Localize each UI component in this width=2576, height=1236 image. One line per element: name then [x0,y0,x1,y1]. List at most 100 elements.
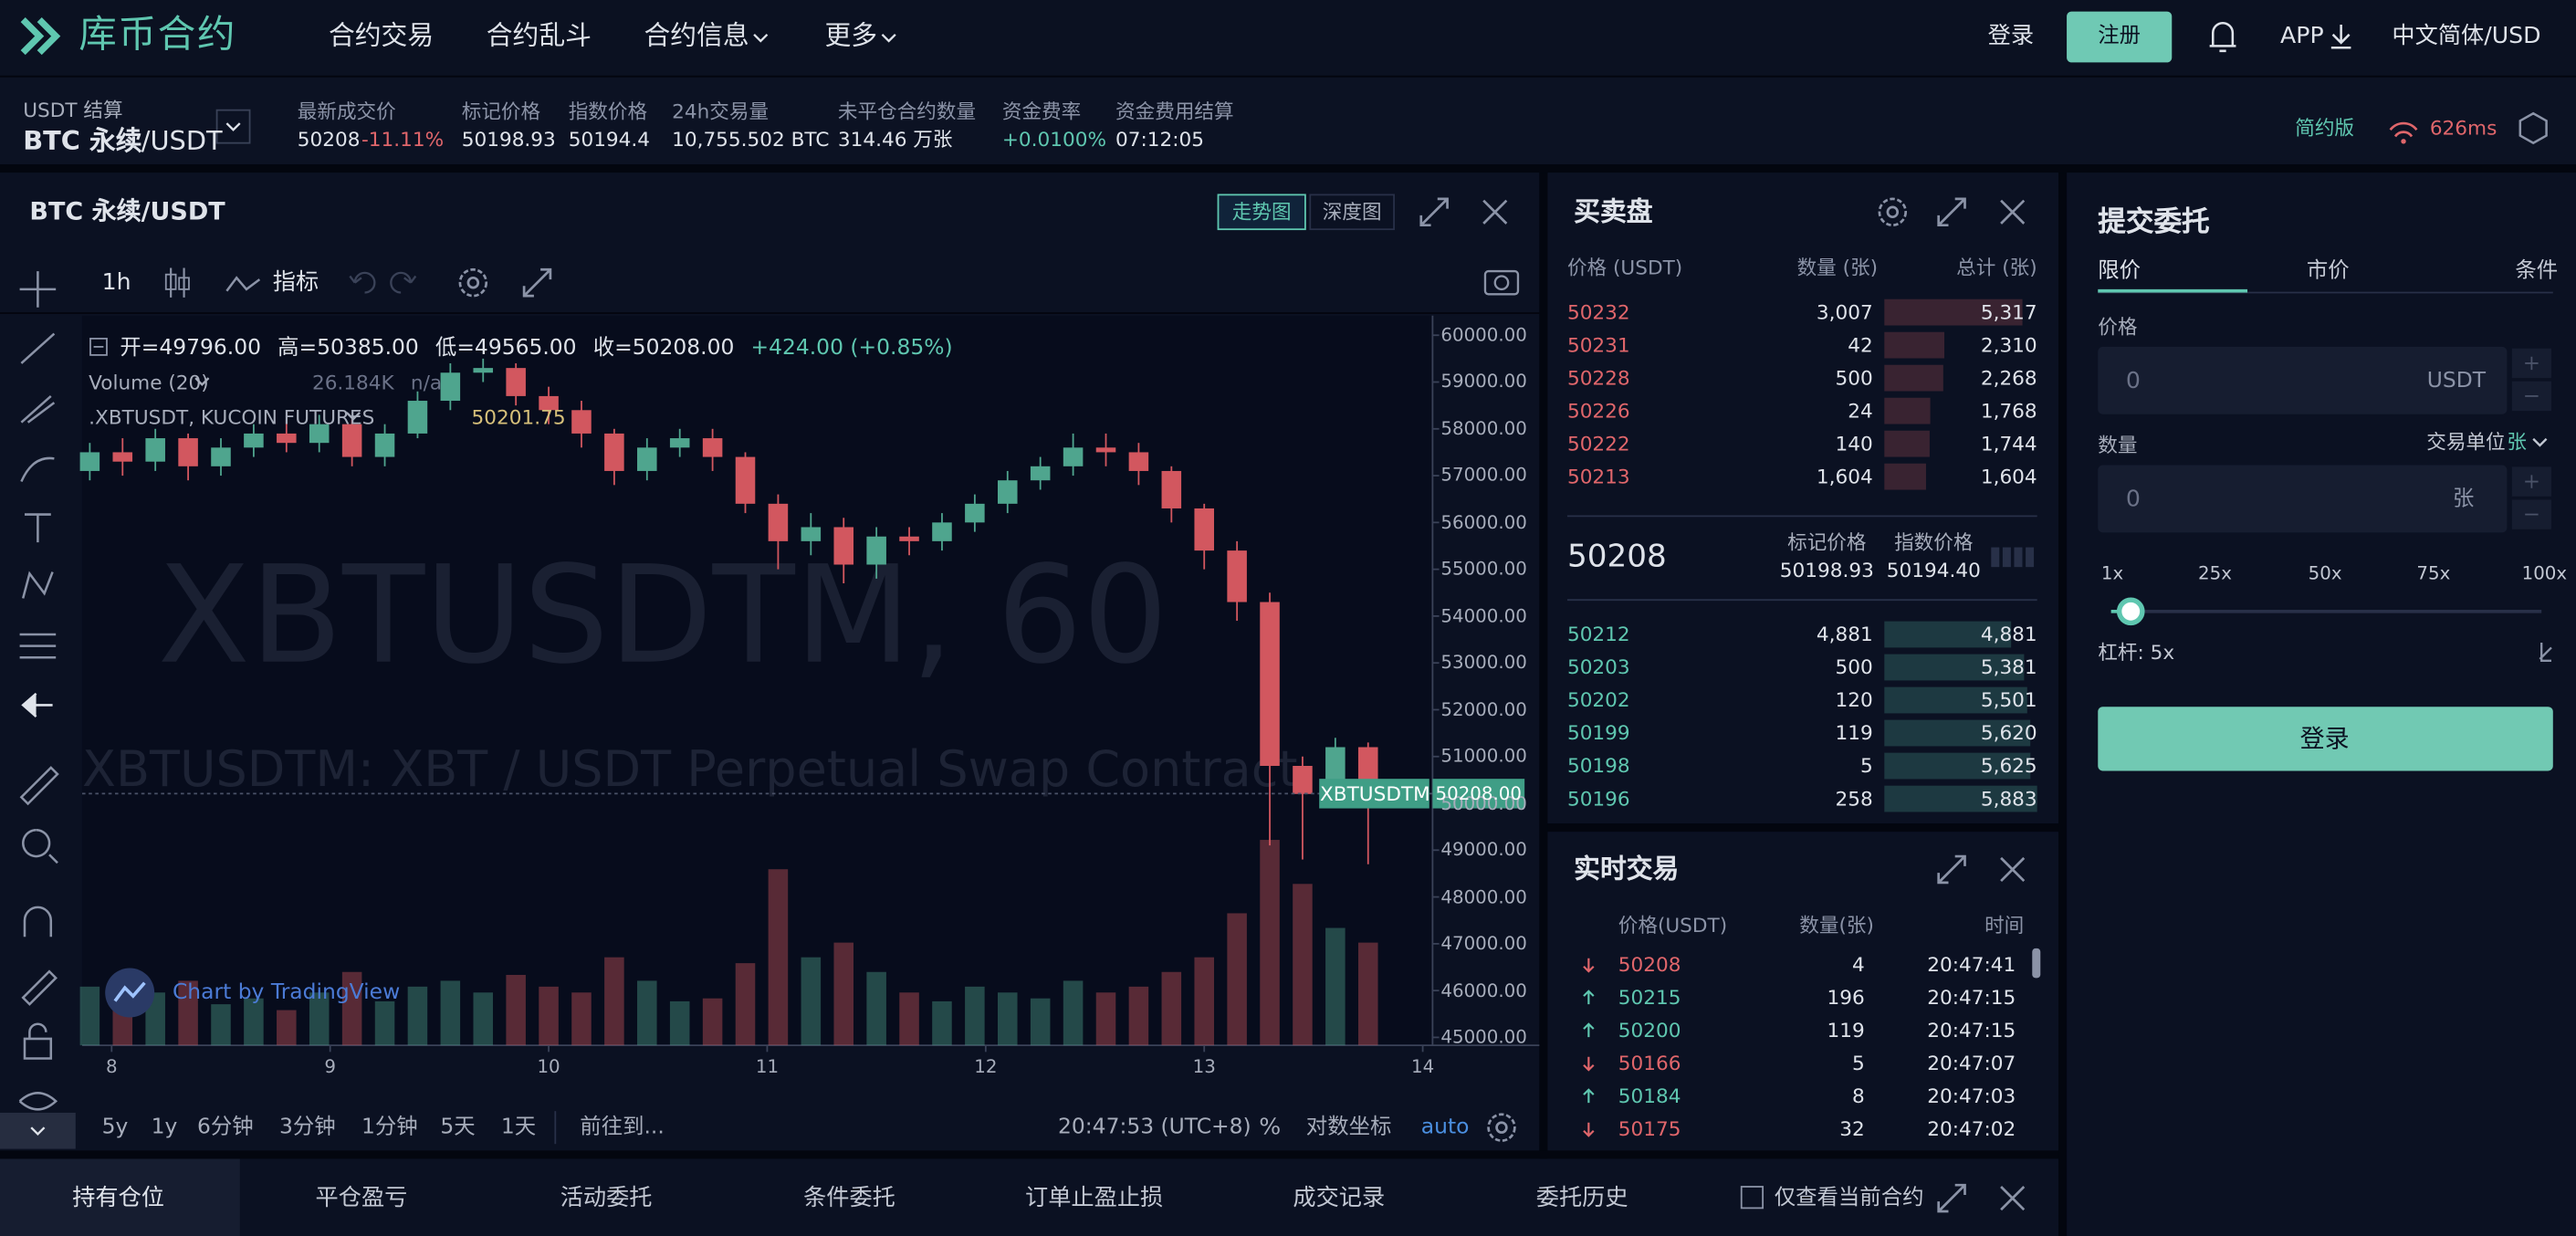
register-label[interactable]: 注册 [2098,24,2141,49]
order-qty: 500 [1835,655,1873,679]
order-price[interactable]: 50226 [1566,399,1630,423]
range-button[interactable]: 1分钟 [361,1115,418,1140]
order-price[interactable]: 50232 [1566,300,1630,324]
candle-body [1063,447,1084,466]
candle-body [244,433,264,448]
depth-bar [1884,430,1930,457]
bottom-tab[interactable]: 持有仓位 [72,1185,164,1211]
trade-arrow [1583,990,1595,1005]
app-link[interactable]: APP [2280,23,2324,50]
nav-item[interactable]: 合约信息 [644,19,749,51]
language-selector[interactable]: 中文简体/USD [2392,23,2541,50]
chart-tab[interactable]: 深度图 [1322,200,1382,224]
tab[interactable] [1309,194,1395,231]
quantity-input[interactable] [2098,465,2508,533]
volume-bar [866,971,886,1046]
order-qty: 258 [1835,787,1873,811]
submit-button[interactable] [2098,707,2553,771]
separator [1539,173,1548,1159]
order-price[interactable]: 50228 [1566,366,1630,390]
indicators[interactable]: 指标 [272,269,319,297]
bell-icon [2209,22,2236,53]
log-toggle[interactable]: 对数坐标 [1305,1115,1392,1140]
leverage-mark[interactable]: 100x [2521,562,2568,585]
unit-value[interactable]: 张 [2507,430,2528,454]
range-button[interactable]: 1y [151,1115,178,1140]
order-type-tab[interactable]: 限价 [2098,258,2141,284]
register-button[interactable] [2067,11,2173,63]
range-button[interactable]: 5天 [440,1115,476,1140]
x-tick-label: 8 [105,1055,118,1078]
depth-bar [1884,654,2025,681]
bottom-tab[interactable]: 活动委托 [560,1185,653,1211]
range-button[interactable]: 1天 [500,1115,537,1140]
order-price[interactable]: 50213 [1566,465,1630,488]
leverage-mark[interactable]: 25x [2198,562,2232,585]
price-input[interactable] [2098,346,2508,414]
leverage-mark[interactable]: 75x [2416,562,2451,585]
nav-item[interactable]: 合约交易 [328,19,435,51]
x-tick-label: 10 [537,1055,560,1078]
order-price[interactable]: 50196 [1566,787,1630,811]
volume-bar [1095,992,1116,1046]
nav-item[interactable]: 合约乱斗 [486,19,592,51]
expand-icon [1419,197,1449,227]
chevron [30,1126,46,1136]
leverage-mark[interactable]: 1x [2100,562,2124,585]
leverage-mark[interactable]: 50x [2308,562,2342,585]
simple-mode[interactable]: 简约版 [2295,116,2355,141]
bottom-tab[interactable]: 订单止盈止损 [1025,1185,1164,1211]
drawing-tool [21,969,58,1006]
order-price[interactable]: 50198 [1566,754,1630,778]
volume-bar [1227,913,1247,1046]
order-price[interactable]: 50203 [1566,655,1630,679]
stat-change: -11.11% [361,128,445,152]
candle-body [539,395,559,411]
order-type-tab[interactable]: 条件 [2515,258,2559,284]
symbol-tag: XBTUSDTM [1319,781,1430,805]
order-price[interactable]: 50199 [1566,721,1630,745]
volume-bar [833,942,854,1046]
percent-toggle[interactable]: % [1259,1114,1282,1141]
study-value: 50201.75 [471,405,566,429]
order-type-tab[interactable]: 市价 [2306,258,2350,284]
last-price-bg [1432,779,1525,809]
y-tick-label: 54000.00 [1440,605,1527,627]
order-price[interactable]: 50212 [1566,623,1630,646]
study-label[interactable]: .XBTUSDT, KUCOIN FUTURES [89,405,375,429]
range-button[interactable]: 3分钟 [278,1115,336,1140]
interval[interactable]: 1h [101,269,131,297]
filter-label[interactable]: 仅查看当前合约 [1774,1186,1924,1211]
range-button[interactable]: 5y [101,1115,129,1140]
bottom-tab[interactable]: 成交记录 [1293,1185,1386,1211]
drawing-tool [19,766,59,806]
bottom-tab[interactable]: 条件委托 [803,1185,895,1211]
bottom-tab[interactable]: 委托历史 [1535,1185,1628,1211]
gear-icon [1878,197,1908,227]
goto-date[interactable]: 前往到... [580,1115,665,1140]
nav-item[interactable]: 更多 [824,19,878,51]
branding[interactable]: Chart by TradingView [172,980,401,1006]
order-price[interactable]: 50222 [1566,432,1630,456]
order-qty: 5 [1859,754,1873,778]
tab-active[interactable] [1217,194,1306,231]
chevron [194,377,210,386]
volume-bar [440,980,461,1046]
unit-selector[interactable]: 交易单位 [2426,430,2506,454]
volume-bar [1357,942,1378,1046]
bottom-tab[interactable]: 平仓盈亏 [315,1185,408,1211]
study-label[interactable]: Volume (20) [89,371,209,395]
auto-toggle[interactable]: auto [1420,1115,1470,1140]
submit-label[interactable]: 登录 [2299,724,2350,754]
y-tick-label: 45000.00 [1440,1026,1527,1049]
chevron [881,33,896,43]
active-tab[interactable] [0,1158,240,1236]
login-link[interactable]: 登录 [1987,23,2035,50]
gear-icon [1495,1121,1508,1134]
order-price[interactable]: 50202 [1566,688,1630,712]
order-price[interactable]: 50231 [1566,333,1630,357]
volume-bar [1063,980,1084,1046]
chart-tab[interactable]: 走势图 [1231,200,1292,224]
range-button[interactable]: 6分钟 [196,1115,254,1140]
